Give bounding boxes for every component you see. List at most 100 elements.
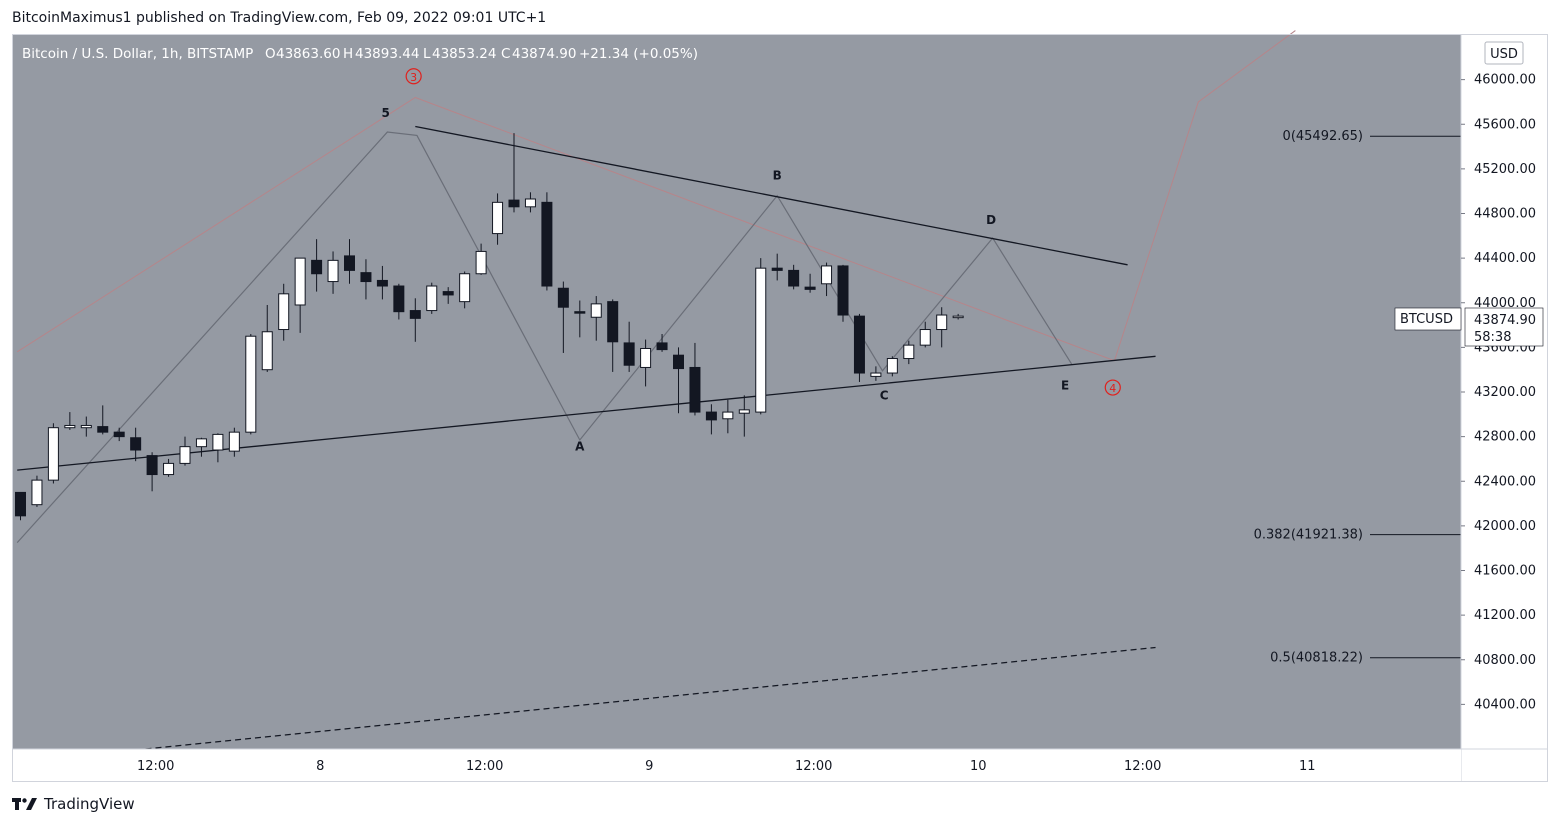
candle-body[interactable] <box>97 426 109 433</box>
candle-body[interactable] <box>689 366 701 413</box>
circled-wave-label: 4 <box>1109 382 1116 395</box>
candle-body[interactable] <box>426 285 438 312</box>
candle-body[interactable] <box>376 279 388 287</box>
price-tick-label: 45200.00 <box>1474 162 1536 177</box>
candle-body[interactable] <box>936 314 948 331</box>
candle-body[interactable] <box>870 372 882 377</box>
candle-body[interactable] <box>886 358 898 374</box>
symbol-badge-text: BTCUSD <box>1400 312 1453 327</box>
last-price-value: 43874.90 <box>1474 313 1536 328</box>
candle-body[interactable] <box>475 250 487 275</box>
price-tick-label: 40800.00 <box>1474 653 1536 668</box>
candle-body[interactable] <box>607 301 619 343</box>
candle-body[interactable] <box>492 201 504 235</box>
ohlc-open-label: O <box>265 46 276 62</box>
candle-body[interactable] <box>623 342 635 366</box>
price-tick-label: 40400.00 <box>1474 697 1536 712</box>
price-tick-label: 42800.00 <box>1474 430 1536 445</box>
candle-body[interactable] <box>903 344 915 360</box>
candle-body[interactable] <box>212 433 224 451</box>
candle-body[interactable] <box>952 315 964 319</box>
last-price-badge <box>1464 307 1544 347</box>
candle-body[interactable] <box>574 311 586 314</box>
triangle-trend-line <box>17 355 1156 471</box>
candle-body[interactable] <box>541 201 553 287</box>
price-tick-label: 43200.00 <box>1474 385 1536 400</box>
time-tick-label: 12:00 <box>1124 759 1161 774</box>
ohlc-close-label: C <box>501 46 510 62</box>
candle-body[interactable] <box>15 491 26 517</box>
candle-body[interactable] <box>80 424 92 429</box>
tradingview-logo-icon <box>12 798 37 810</box>
publisher-line: BitcoinMaximus1 published on TradingView… <box>12 10 547 26</box>
ohlc-low-value: 43853.24 <box>432 46 496 62</box>
candle-body[interactable] <box>360 272 372 283</box>
candle-body[interactable] <box>442 291 454 296</box>
dashed-trend-line <box>145 646 1156 750</box>
candle-body[interactable] <box>261 331 273 371</box>
wave-label: E <box>1061 378 1069 392</box>
candle-body[interactable] <box>409 310 421 319</box>
candle-body[interactable] <box>640 347 652 368</box>
price-tick-label: 45600.00 <box>1474 117 1536 132</box>
candle-body[interactable] <box>47 427 59 481</box>
ohlc-close-value: 43874.90 <box>512 46 576 62</box>
fib-level-label: 0(45492.65) <box>1283 129 1363 144</box>
candle-body[interactable] <box>344 255 355 271</box>
symbol-badge <box>1394 307 1462 331</box>
candle-body[interactable] <box>755 267 767 413</box>
candle-body[interactable] <box>245 335 257 433</box>
candle-body[interactable] <box>459 273 471 303</box>
candle-body[interactable] <box>590 303 602 318</box>
triangle-trend-line <box>415 125 1128 266</box>
price-tick-label: 44800.00 <box>1474 207 1536 222</box>
footer-brand: TradingView <box>44 795 135 813</box>
time-tick-label: 10 <box>970 759 987 774</box>
candle-body[interactable] <box>195 438 207 448</box>
candle-body[interactable] <box>179 446 191 464</box>
price-tick-label: 41200.00 <box>1474 608 1536 623</box>
candle-body[interactable] <box>294 257 306 306</box>
candle-body[interactable] <box>327 259 339 283</box>
candle-body[interactable] <box>508 199 520 208</box>
candle-body[interactable] <box>130 437 142 451</box>
wave-label: A <box>575 440 585 454</box>
ohlc-low-label: L <box>423 46 431 62</box>
time-axis[interactable] <box>13 749 1461 781</box>
candle-body[interactable] <box>722 411 734 420</box>
price-tick-label: 41600.00 <box>1474 564 1536 579</box>
candle-body[interactable] <box>278 293 290 331</box>
price-tick-label: 46000.00 <box>1474 73 1536 88</box>
candle-body[interactable] <box>228 431 240 452</box>
chart-pane[interactable] <box>13 35 1461 749</box>
candle-body[interactable] <box>705 411 717 421</box>
candle-body[interactable] <box>853 315 865 374</box>
wave-label: B <box>773 169 782 183</box>
fib-level-label: 0.382(41921.38) <box>1254 528 1363 543</box>
candle-body[interactable] <box>393 285 405 313</box>
candle-body[interactable] <box>673 354 684 370</box>
candle-body[interactable] <box>919 329 931 346</box>
ohlc-high-value: 43893.44 <box>355 46 419 62</box>
currency-button[interactable] <box>1484 41 1524 65</box>
candle-body[interactable] <box>311 259 323 275</box>
price-axis[interactable] <box>1461 35 1547 749</box>
candle-body[interactable] <box>524 198 536 208</box>
candle-body[interactable] <box>738 409 750 414</box>
candle-body[interactable] <box>837 265 849 316</box>
candle-body[interactable] <box>31 479 43 506</box>
candle-body[interactable] <box>788 269 800 287</box>
candle-body[interactable] <box>163 462 175 476</box>
candle-body[interactable] <box>557 287 569 308</box>
candle-body[interactable] <box>113 431 125 438</box>
ohlc-change: +21.34 (+0.05%) <box>579 46 698 62</box>
candle-body[interactable] <box>821 265 833 285</box>
candle-body[interactable] <box>804 286 816 290</box>
candle-body[interactable] <box>146 455 158 476</box>
time-tick-label: 12:00 <box>795 759 832 774</box>
bar-countdown: 58:38 <box>1474 330 1511 345</box>
candle-body[interactable] <box>656 342 668 351</box>
candle-body[interactable] <box>64 424 76 429</box>
candle-body[interactable] <box>771 267 783 271</box>
